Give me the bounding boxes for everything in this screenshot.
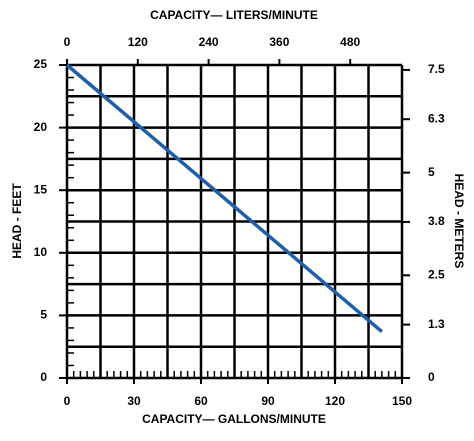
y2-axis-title: HEAD - METERS [452,174,466,269]
x2-tick-label: 360 [269,35,289,49]
y2-tick-label: 3.8 [428,214,445,228]
y-tick-label: 20 [34,120,48,134]
x2-axis-title: CAPACITY— LITERS/MINUTE [150,8,318,22]
data-line [65,63,384,334]
y2-tick-label: 0 [428,370,435,384]
x2-tick-label: 240 [199,35,219,49]
y-tick-label: 15 [34,182,48,196]
y-tick-label: 25 [34,57,48,71]
x-axis-title: CAPACITY— GALLONS/MINUTE [142,412,326,426]
y-tick-label: 0 [40,370,47,384]
y2-tick-label: 5 [428,165,435,179]
x2-tick-label: 120 [128,35,148,49]
y2-tick-label: 7.5 [428,62,445,76]
y2-tick-label: 2.5 [428,267,445,281]
y-tick-label: 5 [40,308,47,322]
x-tick-label: 90 [261,394,275,408]
y2-tick-label: 6.3 [428,111,445,125]
y-axis-title: HEAD - FEET [10,183,24,259]
x-tick-label: 150 [392,394,412,408]
y-tick-label: 10 [34,245,48,259]
x-tick-label: 0 [64,394,71,408]
x-tick-label: 30 [127,394,141,408]
x-tick-label: 60 [194,394,208,408]
y2-tick-label: 1.3 [428,317,445,331]
x2-tick-label: 480 [340,35,360,49]
x-tick-label: 120 [325,394,345,408]
x2-tick-label: 0 [64,35,71,49]
